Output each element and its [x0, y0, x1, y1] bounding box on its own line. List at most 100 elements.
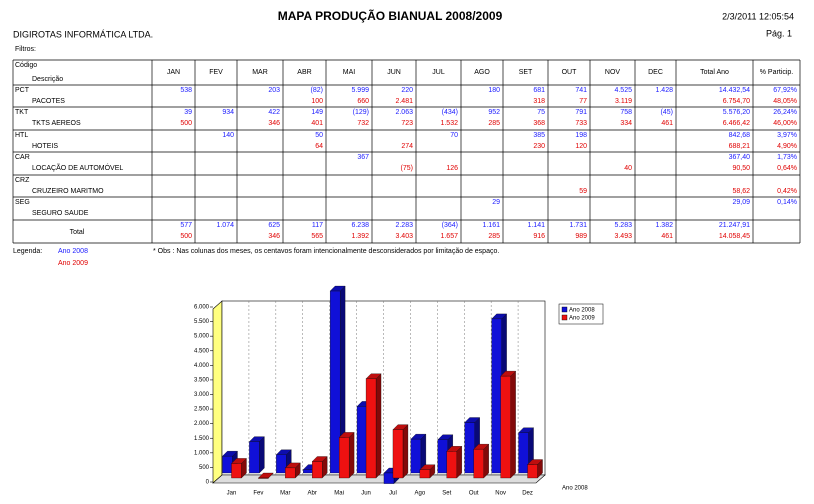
- bar: [419, 464, 436, 479]
- table-cell: 5.576,20: [723, 109, 750, 116]
- row-code: CRZ: [15, 177, 30, 184]
- table-cell: 565: [311, 233, 323, 240]
- x-tick-label: Jan: [227, 491, 237, 497]
- table-cell: 90,50: [732, 165, 750, 172]
- bar-front: [329, 290, 341, 474]
- y-tick-label: 6.000: [194, 305, 210, 311]
- column-header: MAI: [343, 69, 356, 76]
- legend-item: Ano 2009: [58, 260, 88, 267]
- legend-swatch: [561, 314, 568, 321]
- table-cell: 180: [488, 87, 500, 94]
- bar-front: [312, 461, 323, 479]
- bar: [311, 456, 328, 479]
- x-tick-label: Mar: [280, 491, 290, 497]
- table-cell: 220: [401, 87, 413, 94]
- bar: [258, 472, 274, 479]
- legend-swatch: [561, 306, 568, 313]
- column-header: % Particip.: [760, 69, 794, 76]
- table-cell: 1.532: [440, 120, 458, 127]
- column-header: MAR: [252, 69, 268, 76]
- filters-label: Filtros:: [15, 46, 36, 53]
- bar-front: [231, 463, 242, 479]
- row-code: TKT: [15, 109, 29, 116]
- bar: [410, 433, 427, 474]
- x-tick-label: Out: [469, 491, 479, 497]
- x-tick-label: Dez: [522, 491, 533, 497]
- report-title: MAPA PRODUÇÃO BIANUAL 2008/2009: [278, 8, 503, 23]
- bar-front: [258, 477, 269, 479]
- table-cell: 334: [620, 120, 632, 127]
- table-cell: 1.382: [655, 222, 673, 229]
- table-cell: 6.754,70: [723, 98, 750, 105]
- x-tick-label: Fev: [253, 491, 263, 497]
- table-cell: 538: [180, 87, 192, 94]
- y-tick-label: 1.500: [194, 436, 210, 442]
- table-cell: 791: [575, 109, 587, 116]
- bar-side: [483, 443, 489, 479]
- table-cell: 2.063: [395, 109, 413, 116]
- table-cell: 1.141: [527, 222, 545, 229]
- total-label: Total: [70, 229, 85, 236]
- y-tick-label: 0: [206, 480, 210, 486]
- x-tick-label: Mai: [334, 491, 344, 497]
- table-cell: 1.074: [216, 222, 234, 229]
- bar-front: [383, 472, 395, 484]
- y-tick-label: 3.000: [194, 392, 210, 398]
- bar: [392, 424, 409, 479]
- bar: [329, 285, 346, 474]
- row-code: SEG: [15, 199, 30, 206]
- column-header: ABR: [297, 69, 311, 76]
- table-cell: 3.493: [614, 233, 632, 240]
- column-header: OUT: [562, 69, 578, 76]
- table-cell: 916: [533, 233, 545, 240]
- table-cell: 934: [222, 109, 234, 116]
- column-header: JUN: [387, 69, 401, 76]
- table-cell: 14.058,45: [719, 233, 750, 240]
- table-cell: 6.466,42: [723, 120, 750, 127]
- column-header: NOV: [605, 69, 621, 76]
- bar-front: [249, 441, 260, 474]
- bar-front: [410, 438, 422, 474]
- bar-side: [259, 436, 265, 474]
- table-cell: 723: [401, 120, 413, 127]
- chart-left-wall: [212, 300, 223, 484]
- table-cell: 285: [488, 120, 500, 127]
- bar-front: [365, 378, 377, 479]
- x-tick-label: Jun: [361, 491, 371, 497]
- table-cell: (129): [353, 109, 369, 116]
- y-tick-label: 2.000: [194, 421, 210, 427]
- bar: [473, 443, 490, 479]
- table-cell: 50: [315, 132, 323, 139]
- bar: [338, 432, 355, 479]
- bar: [446, 445, 463, 479]
- company-name: DIGIROTAS INFORMÁTICA LTDA.: [13, 29, 153, 39]
- table-cell: 625: [268, 222, 280, 229]
- table-cell: 2.283: [395, 222, 413, 229]
- column-header: AGO: [474, 69, 490, 76]
- table-cell: 126: [446, 165, 458, 172]
- table-cell: 0,42%: [777, 188, 797, 195]
- table-cell: 500: [180, 120, 192, 127]
- table-cell: 29,09: [732, 199, 750, 206]
- table-cell: 75: [537, 109, 545, 116]
- row-description: PACOTES: [32, 98, 65, 105]
- table-cell: 40: [624, 165, 632, 172]
- table-cell: 952: [488, 109, 500, 116]
- column-header: Código: [15, 62, 37, 69]
- table-cell: 3.403: [395, 233, 413, 240]
- legend-box: [558, 303, 604, 325]
- y-tick-label: 4.500: [194, 348, 210, 354]
- bar-side: [375, 373, 382, 479]
- x-tick-label: Jul: [389, 491, 397, 497]
- bar-front: [464, 422, 475, 474]
- row-code: PCT: [15, 87, 30, 94]
- table-cell: 67,92%: [773, 87, 797, 94]
- table-cell: 346: [268, 120, 280, 127]
- table-cell: 1,73%: [777, 154, 797, 161]
- table-cell: 461: [661, 233, 673, 240]
- bar: [527, 459, 543, 479]
- column-header: Descrição: [32, 76, 63, 83]
- table-cell: 1.731: [569, 222, 587, 229]
- bar-side: [402, 424, 409, 479]
- table-cell: (45): [661, 109, 673, 116]
